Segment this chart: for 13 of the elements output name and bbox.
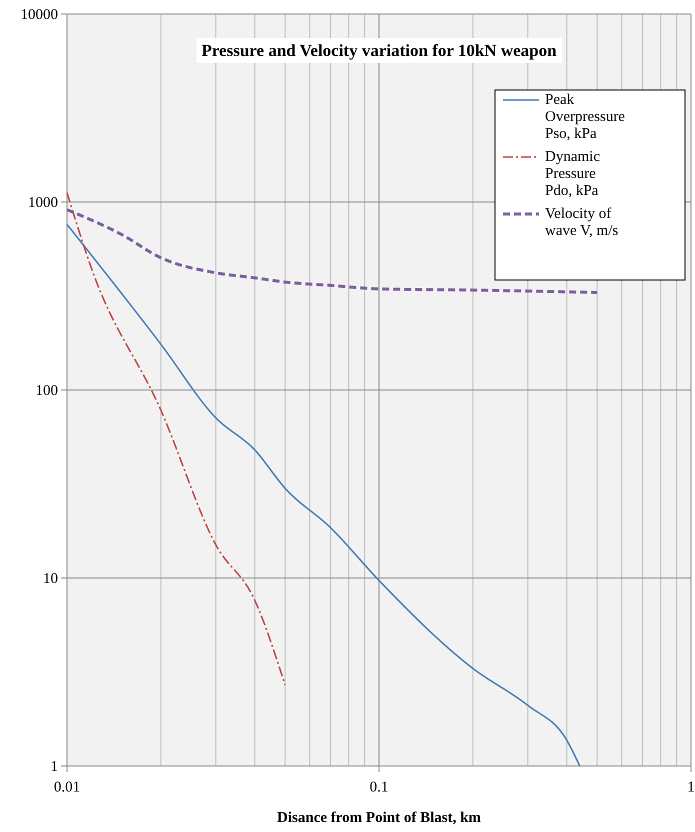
x-tick-label: 0.01 xyxy=(54,780,80,796)
y-tick-label: 1000 xyxy=(28,194,58,211)
x-tick-label: 0.1 xyxy=(370,780,388,796)
x-axis-title: Disance from Point of Blast, km xyxy=(277,810,482,826)
legend-label: Dynamic Pressure Pdo, kPa xyxy=(545,149,600,199)
legend-label: Velocity of wave V, m/s xyxy=(545,206,618,239)
y-tick-label: 10000 xyxy=(20,6,58,23)
x-tick-label: 1 xyxy=(687,780,695,796)
y-tick-label: 10 xyxy=(43,570,58,587)
y-tick-label: 1 xyxy=(50,758,58,775)
text: Pressure and Velocity variation for 10kN weapon xyxy=(201,41,558,60)
legend-label: Peak Overpressure Pso, kPa xyxy=(545,92,626,142)
y-tick-label: 100 xyxy=(36,382,58,399)
